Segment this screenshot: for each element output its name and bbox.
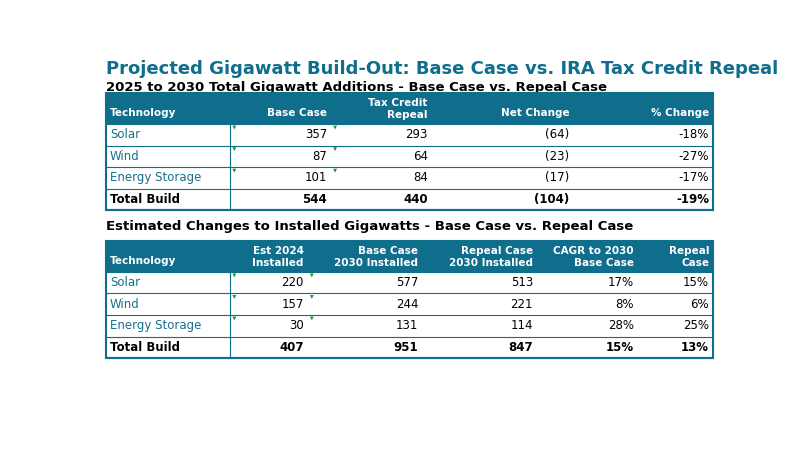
Text: 25%: 25% [683,319,709,332]
Text: 2030 Installed: 2030 Installed [335,258,419,268]
Text: 8%: 8% [615,298,634,311]
Text: Total Build: Total Build [110,341,180,354]
Text: 157: 157 [281,298,304,311]
Bar [106,93,713,210]
Text: 221: 221 [511,298,533,311]
Polygon shape [310,295,314,299]
Text: 220: 220 [281,276,304,289]
Text: 30: 30 [289,319,304,332]
Text: (17): (17) [545,171,570,184]
Text: 84: 84 [413,171,427,184]
Text: Installed: Installed [252,258,304,268]
Text: 2025 to 2030 Total Gigawatt Additions - Base Case vs. Repeal Case: 2025 to 2030 Total Gigawatt Additions - … [106,81,607,94]
Text: 577: 577 [396,276,419,289]
Text: Energy Storage: Energy Storage [110,171,201,184]
Bar [106,167,713,189]
Bar [106,241,713,272]
Text: 28%: 28% [608,319,634,332]
Polygon shape [333,169,337,173]
Text: 6%: 6% [690,298,709,311]
Text: Solar: Solar [110,128,140,141]
Polygon shape [233,125,237,130]
Polygon shape [233,317,237,320]
Text: Repeal: Repeal [388,110,427,120]
Text: -17%: -17% [678,171,709,184]
Polygon shape [310,274,314,277]
Text: -19%: -19% [676,193,709,206]
Text: 407: 407 [279,341,304,354]
Bar [106,315,713,337]
Text: 15%: 15% [683,276,709,289]
Polygon shape [310,317,314,320]
Text: Repeal: Repeal [669,246,709,256]
Bar [106,93,713,124]
Polygon shape [233,169,237,173]
Text: Case: Case [681,258,709,268]
Bar [106,294,713,315]
Text: Repeal Case: Repeal Case [461,246,533,256]
Text: (64): (64) [545,128,570,141]
Polygon shape [333,125,337,130]
Text: CAGR to 2030: CAGR to 2030 [553,246,634,256]
Text: 131: 131 [396,319,419,332]
Text: 114: 114 [511,319,533,332]
Text: Net Change: Net Change [501,108,570,118]
Text: 951: 951 [394,341,419,354]
Text: Base Case: Base Case [359,246,419,256]
Text: Solar: Solar [110,276,140,289]
Text: 64: 64 [413,150,427,163]
Text: 513: 513 [511,276,533,289]
Text: Wind: Wind [110,298,140,311]
Text: 544: 544 [302,193,327,206]
Text: -27%: -27% [678,150,709,163]
Text: 847: 847 [508,341,533,354]
Text: 13%: 13% [681,341,709,354]
Text: Projected Gigawatt Build-Out: Base Case vs. IRA Tax Credit Repeal: Projected Gigawatt Build-Out: Base Case … [106,60,778,78]
Text: 244: 244 [396,298,419,311]
Polygon shape [233,274,237,277]
Text: (104): (104) [535,193,570,206]
Text: 440: 440 [403,193,427,206]
Text: 293: 293 [405,128,427,141]
Text: 15%: 15% [606,341,634,354]
Text: Total Build: Total Build [110,193,180,206]
Text: Technology: Technology [110,108,177,118]
Polygon shape [233,295,237,299]
Text: (23): (23) [546,150,570,163]
Text: 101: 101 [304,171,327,184]
Polygon shape [233,147,237,151]
Text: % Change: % Change [650,108,709,118]
Text: Estimated Changes to Installed Gigawatts - Base Case vs. Repeal Case: Estimated Changes to Installed Gigawatts… [106,219,634,232]
Bar [106,189,713,210]
Text: 2030 Installed: 2030 Installed [449,258,533,268]
Polygon shape [333,147,337,151]
Bar [106,337,713,358]
Bar [106,124,713,146]
Text: 87: 87 [312,150,327,163]
Text: Wind: Wind [110,150,140,163]
Text: Energy Storage: Energy Storage [110,319,201,332]
Text: Tax Credit: Tax Credit [368,98,427,108]
Text: -18%: -18% [678,128,709,141]
Text: Base Case: Base Case [267,108,327,118]
Text: Technology: Technology [110,256,177,266]
Text: Est 2024: Est 2024 [252,246,304,256]
Text: 17%: 17% [608,276,634,289]
Text: Base Case: Base Case [574,258,634,268]
Text: 357: 357 [304,128,327,141]
Bar [106,146,713,167]
Bar [106,272,713,294]
Bar [106,241,713,358]
